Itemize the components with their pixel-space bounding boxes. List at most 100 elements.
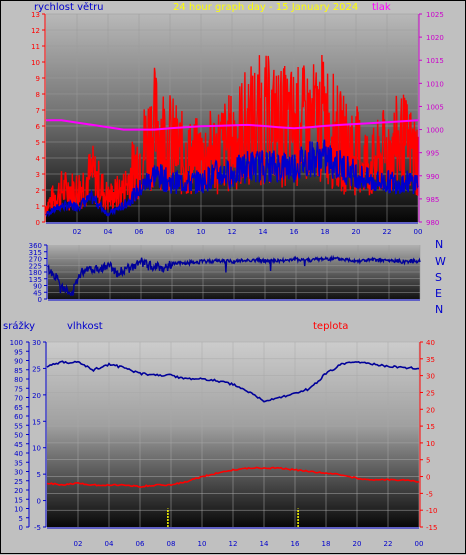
rain-y-tick-label: 25 <box>14 478 23 486</box>
temperature-y-tick-label: 0 <box>426 474 430 482</box>
humidity-x-tick-label: 02 <box>74 540 83 548</box>
direction-y-tick-label: 315 <box>29 249 42 257</box>
rain-y-tick-label: 45 <box>14 441 23 449</box>
temperature-y-tick-label: 5 <box>426 457 430 465</box>
rain-y-tick-label: 40 <box>14 450 23 458</box>
wind-x-tick-label: 10 <box>197 228 206 236</box>
humidity-x-tick-label: 18 <box>322 540 331 548</box>
wind-x-tick-label: 14 <box>259 228 268 236</box>
rain-y-tick-label: 50 <box>14 432 23 440</box>
wind-y-tick-label: 12 <box>31 27 40 35</box>
wind-y-tick-label: 4 <box>36 155 41 163</box>
humidity-x-tick-label: 16 <box>291 540 300 548</box>
rain-y-tick-label: 10 <box>14 506 23 514</box>
pressure-y-tick-label: 995 <box>426 150 439 158</box>
pressure-y-tick-label: 990 <box>426 173 439 181</box>
temperature-y-tick-label: -5 <box>426 490 433 498</box>
rain-y-tick-label: 35 <box>14 459 23 467</box>
pressure-y-tick-label: 1020 <box>426 34 444 42</box>
wind-x-tick-label: 06 <box>135 228 144 236</box>
rain-y-tick-label: 95 <box>14 348 23 356</box>
humidity-x-tick-label: 08 <box>167 540 176 548</box>
direction-y-tick-label: 90 <box>33 283 42 291</box>
humidity-x-tick-label: 10 <box>198 540 207 548</box>
wind-x-tick-label: 02 <box>73 228 82 236</box>
temperature-y-tick-label: 35 <box>426 356 435 364</box>
humidity-x-tick-label: 04 <box>105 540 114 548</box>
pressure-y-tick-label: 1005 <box>426 103 444 111</box>
wind-speed-series <box>45 54 419 215</box>
direction-y-tick-label: 270 <box>29 256 42 264</box>
wind-average-series <box>45 139 419 218</box>
compass-w: W <box>435 255 446 268</box>
temperature-y-tick-label: 15 <box>426 423 435 431</box>
compass-s: S <box>435 271 442 284</box>
rain-y-tick-label: 80 <box>14 376 23 384</box>
humidity-y-tick-label: 30 <box>32 339 41 347</box>
humidity-y-tick-label: 25 <box>32 365 41 373</box>
temperature-y-tick-label: -10 <box>426 507 437 515</box>
humidity-y-tick-label: 0 <box>37 498 41 506</box>
wind-speed-title: rychlost větru <box>34 2 104 13</box>
wind-x-tick-label: 12 <box>228 228 237 236</box>
pressure-title: tlak <box>372 2 391 13</box>
wind-y-tick-label: 6 <box>36 123 41 131</box>
humidity-x-tick-label: 22 <box>384 540 393 548</box>
temperature-y-tick-label: 40 <box>426 339 435 347</box>
temperature-y-tick-label: 25 <box>426 389 435 397</box>
wind-y-tick-label: 10 <box>31 59 40 67</box>
compass-n-bottom: N <box>435 303 444 316</box>
graph-date-title: 24 hour graph day - 15 January 2024 <box>173 2 359 13</box>
direction-y-tick-label: 45 <box>33 289 42 297</box>
wind-x-tick-label: 20 <box>352 228 361 236</box>
rain-y-tick-label: 55 <box>14 422 23 430</box>
rain-y-tick-label: 90 <box>14 358 23 366</box>
compass-n-top: N <box>435 238 444 251</box>
temperature-y-tick-label: 30 <box>426 373 435 381</box>
rain-y-tick-label: 75 <box>14 385 23 393</box>
temperature-y-tick-label: 20 <box>426 406 435 414</box>
rain-y-tick-label: 5 <box>19 515 23 523</box>
wind-x-tick-label: 18 <box>321 228 330 236</box>
wind-y-tick-label: 13 <box>31 11 40 19</box>
wind-y-tick-label: 2 <box>36 187 40 195</box>
wind-x-tick-label: 00 <box>414 228 423 236</box>
compass-e: E <box>435 287 442 300</box>
humidity-x-tick-label: 12 <box>229 540 238 548</box>
direction-y-tick-label: 180 <box>29 269 42 277</box>
wind-y-tick-label: 11 <box>31 43 40 51</box>
humidity-y-tick-label: 5 <box>37 471 41 479</box>
pressure-series <box>46 119 419 131</box>
rain-y-tick-label: 65 <box>14 404 23 412</box>
direction-y-tick-label: 0 <box>38 296 42 304</box>
wind-x-tick-label: 08 <box>166 228 175 236</box>
pressure-y-tick-label: 1000 <box>426 127 444 135</box>
humidity-y-tick-label: 15 <box>32 418 41 426</box>
humidity-series <box>46 360 419 403</box>
humidity-x-tick-label: 06 <box>136 540 145 548</box>
wind-x-tick-label: 22 <box>383 228 392 236</box>
rain-y-tick-label: 0 <box>19 524 23 532</box>
rain-y-tick-label: 30 <box>14 469 23 477</box>
rain-y-tick-label: 100 <box>10 339 23 347</box>
pressure-y-tick-label: 985 <box>426 196 439 204</box>
wind-y-tick-label: 3 <box>36 171 40 179</box>
pressure-y-tick-label: 1015 <box>426 57 444 65</box>
wind-y-tick-label: 9 <box>36 75 40 83</box>
humidity-x-tick-label: 00 <box>415 540 424 548</box>
pressure-y-tick-label: 1010 <box>426 80 444 88</box>
humidity-y-tick-label: 20 <box>32 392 41 400</box>
temperature-y-tick-label: 10 <box>426 440 435 448</box>
temperature-title: teplota <box>313 321 349 332</box>
direction-y-tick-label: 360 <box>29 242 42 250</box>
wind-y-tick-label: 1 <box>36 203 40 211</box>
direction-y-tick-label: 225 <box>29 262 42 270</box>
rain-y-tick-label: 60 <box>14 413 23 421</box>
rain-title: srážky <box>3 321 36 332</box>
pressure-y-tick-label: 1025 <box>426 11 444 19</box>
wind-direction-series <box>47 254 421 297</box>
humidity-x-tick-label: 20 <box>353 540 362 548</box>
direction-y-tick-label: 135 <box>29 276 42 284</box>
